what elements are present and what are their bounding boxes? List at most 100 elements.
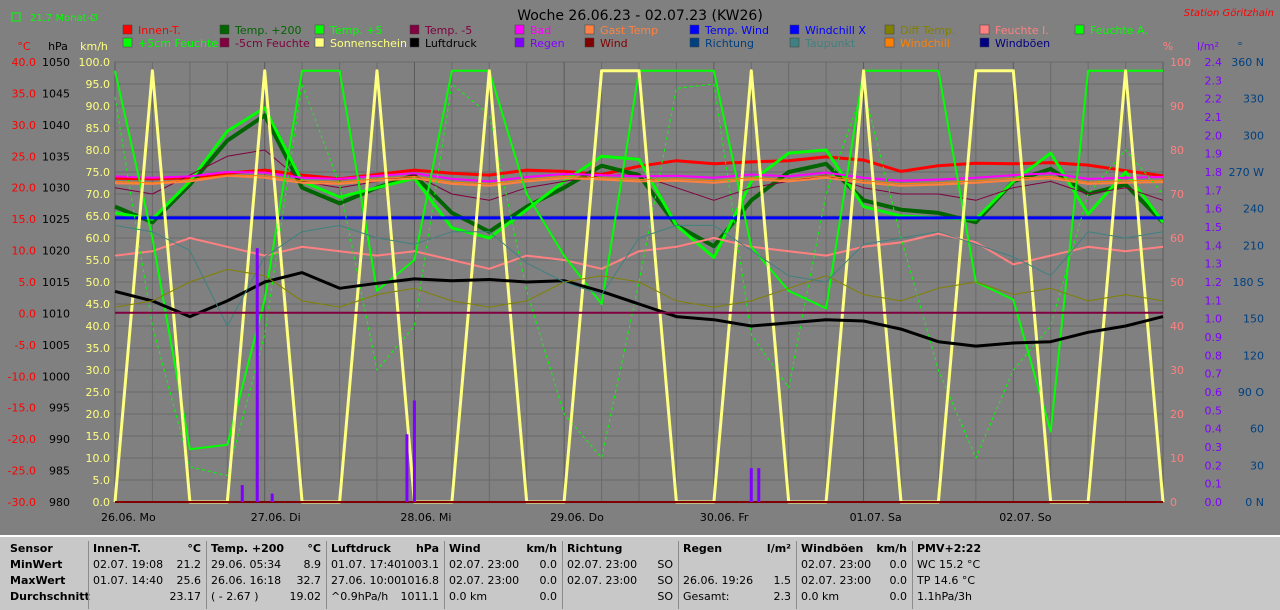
stats-value: 0.0 <box>539 558 558 571</box>
stats-row: 02.07. 23:00 SO <box>567 573 673 589</box>
stats-value: 1.5 <box>773 574 792 587</box>
temp-tick: -5.0 <box>15 339 36 352</box>
rain-bar <box>749 468 753 502</box>
legend-label: Diff Temp. <box>900 24 955 37</box>
sensor-row: Durchschnitt <box>6 589 90 605</box>
direction-tick: 210 <box>1243 239 1264 252</box>
wind-tick: 100.0 <box>79 56 111 69</box>
stats-row: 01.07. 14:40 25.6 <box>93 573 201 589</box>
rain-tick: 2.2 <box>1205 93 1223 106</box>
series-bad <box>114 171 1164 183</box>
stats-when: TP 14.6 °C <box>917 574 976 587</box>
stats-value: 0.0 <box>889 558 908 571</box>
legend-swatch <box>314 24 325 35</box>
legend-label: Bad <box>530 24 551 37</box>
stats-name: PMV+2:22 <box>917 542 982 555</box>
direction-tick: 120 <box>1243 349 1264 362</box>
wind-tick: 30.0 <box>86 364 111 377</box>
stats-block: Temp. +200 °C 29.06. 05:34 8.9 26.06. 16:18 3… <box>206 541 325 609</box>
day-label: 02.07. So <box>999 511 1051 524</box>
stats-block: Innen-T. °C 02.07. 19:08 21.2 01.07. 14:40 25… <box>88 541 205 609</box>
stats-name: Regen <box>683 542 723 555</box>
pressure-tick: 1035 <box>42 150 70 163</box>
stats-row: ( - 2.67 ) 19.02 <box>211 589 321 605</box>
chart-axes: 40.0 35.0 30.0 25.0 20.0 15.0 10.0 5.0 0.0 -5.0 -1… <box>8 40 1265 524</box>
humidity-tick: 60 <box>1170 232 1184 245</box>
rain-tick: 0.1 <box>1205 478 1223 491</box>
stats-when: 02.07. 23:00 <box>567 574 638 587</box>
humidity-tick: 30 <box>1170 364 1184 377</box>
stats-when: 02.07. 23:00 <box>801 558 872 571</box>
humidity-tick: 10 <box>1170 452 1184 465</box>
stats-when: 01.07. 17:40 <box>331 558 402 571</box>
rain-tick: 2.3 <box>1205 74 1223 87</box>
stats-name: Innen-T. <box>93 542 142 555</box>
pressure-tick: 1010 <box>42 307 70 320</box>
legend-label: -5cm Feuchte <box>235 37 310 50</box>
stats-header: Wind km/h <box>449 541 557 557</box>
rain-bar <box>412 400 416 502</box>
humidity-tick: 70 <box>1170 188 1184 201</box>
chart-title: Woche 26.06.23 - 02.07.23 (KW26) <box>517 8 763 24</box>
stats-value: 0.0 <box>889 574 908 587</box>
wind-tick: 70.0 <box>86 188 111 201</box>
sensor-label: MinWert <box>10 558 63 571</box>
stats-value: 2.3 <box>773 590 792 603</box>
stats-value: 21.2 <box>176 558 202 571</box>
rain-tick: 0.8 <box>1205 349 1223 362</box>
legend-swatch <box>219 37 230 48</box>
legend-label: Temp. +200 <box>234 24 302 37</box>
stats-when: 02.07. 23:00 <box>449 558 520 571</box>
stats-when: 02.07. 23:00 <box>801 574 872 587</box>
direction-tick: 90 O <box>1238 386 1264 399</box>
wind-tick: 0.0 <box>93 496 111 509</box>
series-taupunkt <box>114 224 1164 327</box>
stats-row: 0.0 km 0.0 <box>449 589 557 605</box>
stats-header: Innen-T. °C <box>93 541 201 557</box>
legend-swatch <box>409 37 420 48</box>
stats-name: Temp. +200 <box>211 542 285 555</box>
sensor-block: Sensor MinWert MaxWert Durchschnitt <box>2 541 90 609</box>
series-innen-t- <box>114 155 1164 181</box>
legend-label: Temp. +5 <box>329 24 383 37</box>
humidity-unit: % <box>1163 40 1173 53</box>
rain-tick: 0.0 <box>1205 496 1223 509</box>
stats-when: 26.06. 19:26 <box>683 574 754 587</box>
rain-tick: 1.2 <box>1205 276 1223 289</box>
stats-row: ^0.9hPa/h 1011.1 <box>331 589 439 605</box>
direction-tick: 300 <box>1243 129 1264 142</box>
stats-value: 19.02 <box>289 590 322 603</box>
stats-name: Windböen <box>801 542 864 555</box>
legend-swatch <box>409 24 420 35</box>
series-luftdruck <box>114 271 1164 348</box>
legend-label: Taupunkt <box>804 37 856 50</box>
stats-when: 0.0 km <box>801 590 840 603</box>
stats-value: 32.7 <box>296 574 322 587</box>
legend-swatch <box>884 24 895 35</box>
series-diff-temp- <box>114 268 1164 308</box>
rain-unit: l/m² <box>1197 40 1219 53</box>
legend-label: Luftdruck <box>425 37 477 50</box>
rain-tick: 2.4 <box>1205 56 1223 69</box>
direction-tick: 150 <box>1243 313 1264 326</box>
sensor-row: MaxWert <box>6 573 82 589</box>
stats-header: Richtung <box>567 541 673 557</box>
temp-tick: 5.0 <box>19 276 37 289</box>
stats-row: TP 14.6 °C <box>917 573 1027 589</box>
humidity-tick: 0 <box>1170 496 1177 509</box>
legend-label: +5cm Feuchte <box>138 37 218 50</box>
day-label: 26.06. Mo <box>101 511 156 524</box>
stats-value: 23.17 <box>169 590 202 603</box>
pressure-tick: 1000 <box>42 370 70 383</box>
stats-row: SO <box>567 589 673 605</box>
day-label: 28.06. Mi <box>400 511 451 524</box>
direction-unit: ° <box>1237 40 1243 53</box>
wind-tick: 60.0 <box>86 232 111 245</box>
temp-tick: 0.0 <box>19 307 37 320</box>
day-label: 01.07. Sa <box>850 511 902 524</box>
monthly-avg-marker <box>11 12 21 22</box>
series-gast-temp <box>114 174 1164 187</box>
rain-tick: 1.8 <box>1205 166 1223 179</box>
stats-value: 0.0 <box>889 590 908 603</box>
rain-bar <box>270 493 274 502</box>
